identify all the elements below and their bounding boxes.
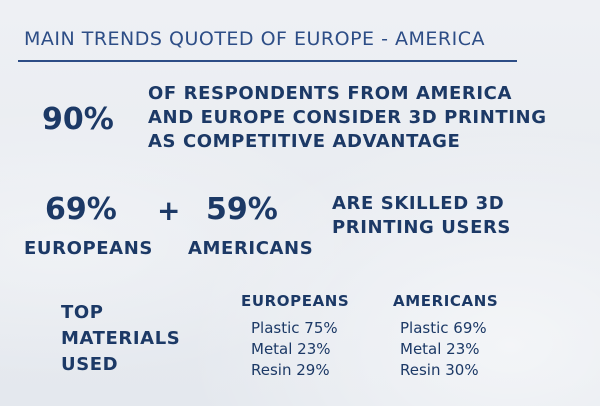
list-item: Metal 23%: [400, 340, 480, 358]
heading-line: USED: [61, 354, 119, 375]
heading-line: TOP: [61, 302, 104, 323]
americans-materials-heading: AMERICANS: [393, 292, 499, 310]
europeans-materials-heading: EUROPEANS: [241, 292, 350, 310]
top-materials-heading: TOP MATERIALS USED: [61, 300, 180, 378]
americans-label: AMERICANS: [188, 238, 314, 259]
plus-sign: +: [157, 194, 181, 227]
page-title: MAIN TRENDS QUOTED OF EUROPE - AMERICA: [24, 28, 485, 50]
description-line: ARE SKILLED 3D: [332, 193, 505, 214]
competitive-advantage-description: OF RESPONDENTS FROM AMERICA AND EUROPE C…: [148, 82, 547, 154]
description-line: AND EUROPE CONSIDER 3D PRINTING: [148, 107, 547, 128]
list-item: Metal 23%: [251, 340, 331, 358]
skilled-users-description: ARE SKILLED 3D PRINTING USERS: [332, 192, 511, 240]
list-item: Resin 29%: [251, 361, 330, 379]
list-item: Plastic 69%: [400, 319, 487, 337]
title-underline: [18, 60, 517, 62]
europeans-materials-list: Plastic 75% Metal 23% Resin 29%: [251, 318, 338, 381]
heading-line: MATERIALS: [61, 328, 181, 349]
description-line: AS COMPETITIVE ADVANTAGE: [148, 131, 461, 152]
list-item: Plastic 75%: [251, 319, 338, 337]
description-line: PRINTING USERS: [332, 217, 511, 238]
americans-skilled-percent: 59%: [206, 192, 278, 227]
americans-materials-list: Plastic 69% Metal 23% Resin 30%: [400, 318, 487, 381]
list-item: Resin 30%: [400, 361, 479, 379]
europeans-skilled-percent: 69%: [45, 192, 117, 227]
competitive-advantage-percent: 90%: [42, 102, 114, 137]
description-line: OF RESPONDENTS FROM AMERICA: [148, 83, 513, 104]
europeans-label: EUROPEANS: [24, 238, 153, 259]
